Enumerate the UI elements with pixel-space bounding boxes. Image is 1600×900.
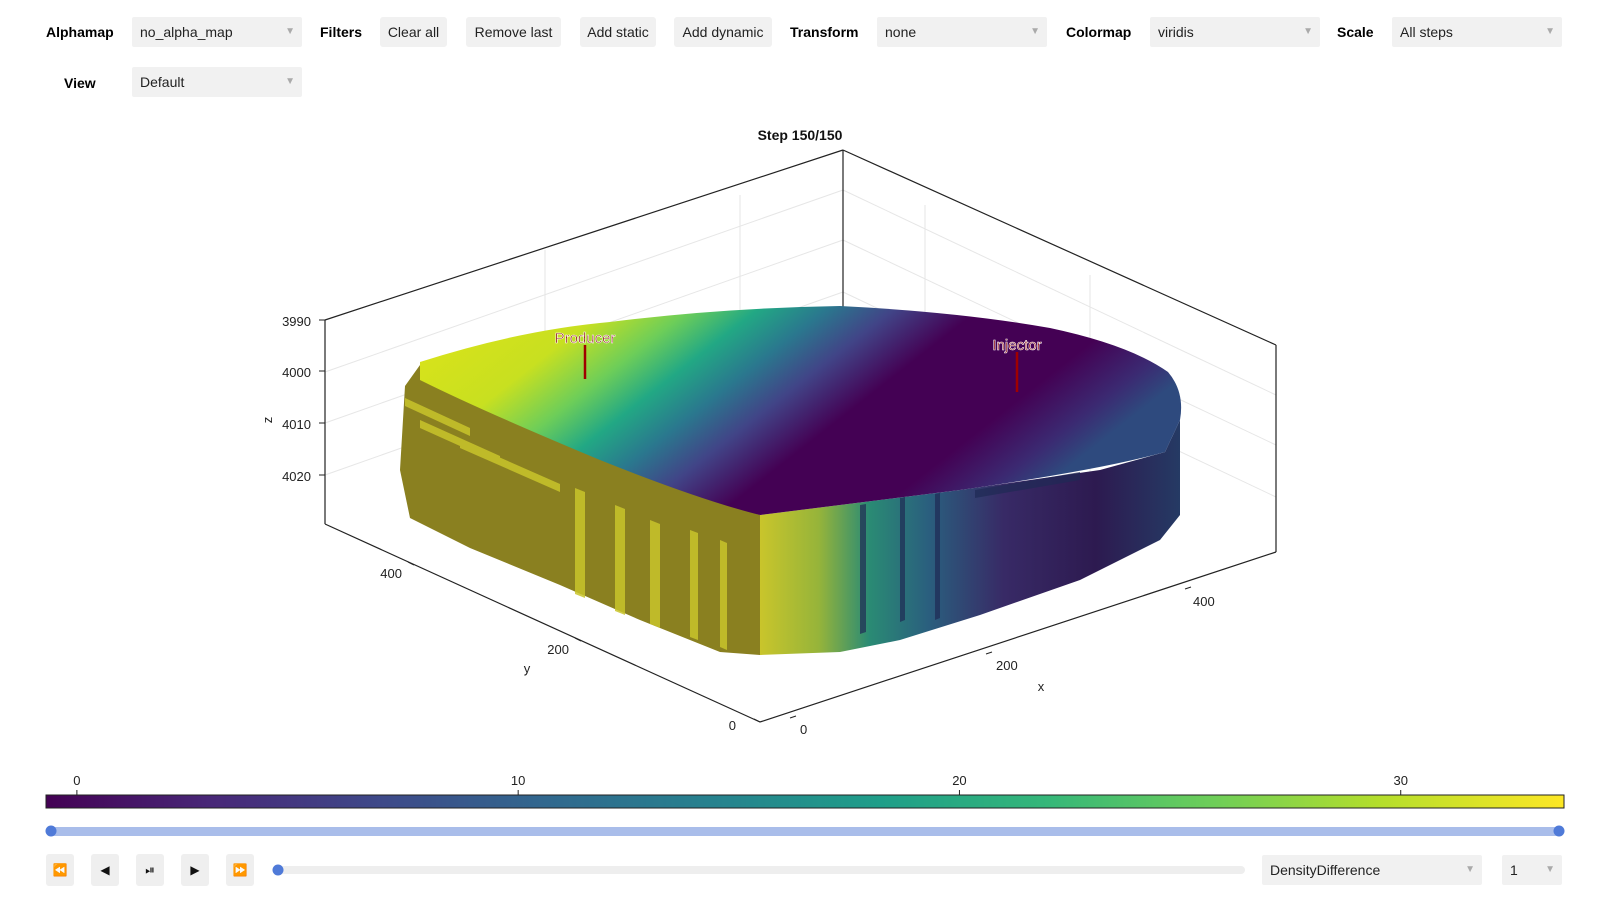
rewind-button[interactable]: ⏪	[46, 854, 74, 886]
injector-well: Injector	[992, 337, 1042, 392]
axis-frame	[324, 149, 1277, 723]
z-tick-4000: 4000	[282, 365, 311, 380]
view-label: View	[64, 75, 96, 91]
plot-title: Step 150/150	[758, 127, 843, 143]
transform-value: none	[885, 24, 917, 40]
step-value: 1	[1510, 862, 1518, 878]
producer-well: Producer	[554, 330, 616, 379]
chevron-down-icon: ▼	[1030, 26, 1040, 37]
colorbar-tick-label: 30	[1393, 773, 1407, 788]
y-tick-0: 0	[729, 718, 736, 733]
step-back-icon: ◀	[100, 863, 110, 877]
chevron-down-icon: ▼	[1545, 864, 1555, 875]
variable-select[interactable]: DensityDifference ▼	[1262, 855, 1482, 885]
x-axis-ticks: 400 200 0	[789, 586, 1215, 737]
step-slider-handle[interactable]	[272, 864, 284, 876]
reservoir-left-stripes	[405, 398, 727, 650]
remove-last-button[interactable]: Remove last	[466, 17, 561, 47]
scale-label: Scale	[1337, 24, 1374, 40]
y-tick-400: 400	[380, 566, 402, 581]
view-select[interactable]: Default ▼	[132, 67, 302, 97]
transform-label: Transform	[790, 24, 859, 40]
view-value: Default	[140, 74, 185, 90]
play-button[interactable]: ▶	[181, 854, 209, 886]
z-axis-ticks: 3990 4000 4010 4020	[282, 314, 325, 484]
range-slider-low-handle[interactable]	[45, 825, 57, 837]
reservoir-right-stripes	[860, 472, 1080, 634]
y-tick-200: 200	[547, 642, 569, 657]
y-axis-label: y	[524, 661, 531, 676]
producer-label: Producer	[555, 330, 616, 347]
variable-value: DensityDifference	[1270, 862, 1381, 878]
step-select[interactable]: 1 ▼	[1502, 855, 1562, 885]
scale-select[interactable]: All steps ▼	[1392, 17, 1562, 47]
colormap-label: Colormap	[1066, 24, 1132, 40]
colorbar-ticks: 0 10 20 30	[73, 773, 1408, 795]
colormap-value: viridis	[1158, 24, 1194, 40]
z-tick-4020: 4020	[282, 469, 311, 484]
play-icon: ▶	[190, 863, 200, 877]
colormap-select[interactable]: viridis ▼	[1150, 17, 1320, 47]
play-pause-button[interactable]: ⏯	[136, 854, 164, 886]
step-back-button[interactable]: ◀	[91, 854, 119, 886]
chevron-down-icon: ▼	[285, 76, 295, 87]
clear-all-button[interactable]: Clear all	[380, 17, 447, 47]
transform-select[interactable]: none ▼	[877, 17, 1047, 47]
chevron-down-icon: ▼	[1545, 26, 1555, 37]
x-tick-400: 400	[1193, 594, 1215, 609]
z-tick-3990: 3990	[282, 314, 311, 329]
fast-forward-button[interactable]: ⏩	[226, 854, 254, 886]
range-slider-high-handle[interactable]	[1553, 825, 1565, 837]
alphamap-select[interactable]: no_alpha_map ▼	[132, 17, 302, 47]
rewind-icon: ⏪	[52, 863, 68, 877]
add-static-button[interactable]: Add static	[580, 17, 656, 47]
alphamap-value: no_alpha_map	[140, 24, 233, 40]
x-tick-0: 0	[800, 722, 807, 737]
injector-label: Injector	[992, 337, 1041, 354]
colorbar-tick-label: 10	[511, 773, 525, 788]
step-slider-track[interactable]	[278, 866, 1245, 874]
filters-label: Filters	[320, 24, 363, 40]
scale-value: All steps	[1400, 24, 1453, 40]
fast-forward-icon: ⏩	[232, 863, 248, 877]
alphamap-label: Alphamap	[46, 24, 114, 40]
x-tick-200: 200	[996, 658, 1018, 673]
z-tick-4010: 4010	[282, 417, 311, 432]
colorbar	[45, 794, 1565, 809]
z-axis-label: z	[260, 417, 275, 424]
add-dynamic-button[interactable]: Add dynamic	[674, 17, 772, 47]
play-pause-icon: ⏯	[145, 863, 155, 877]
colorbar-tick-label: 0	[73, 773, 80, 788]
y-axis-ticks: 400 200 0	[380, 561, 761, 733]
range-slider-track[interactable]	[51, 827, 1559, 836]
chevron-down-icon: ▼	[1303, 26, 1313, 37]
colorbar-tick-label: 20	[952, 773, 966, 788]
x-axis-label: x	[1038, 679, 1045, 694]
chevron-down-icon: ▼	[285, 26, 295, 37]
reservoir-top-surface	[420, 306, 1182, 515]
chevron-down-icon: ▼	[1465, 864, 1475, 875]
